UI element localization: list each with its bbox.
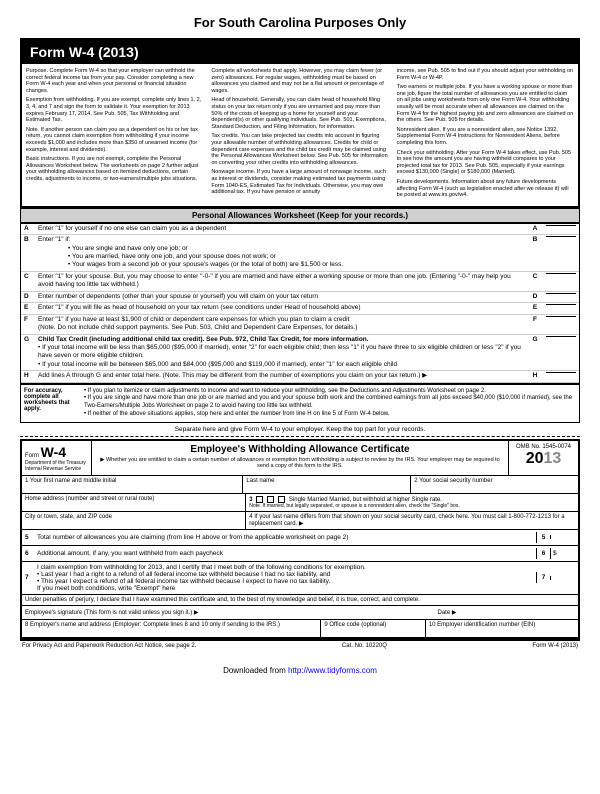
line5-input[interactable] xyxy=(550,535,575,539)
ein-field[interactable]: 10 Employer identification number (EIN) xyxy=(426,620,578,637)
form-header: Form W-4 (2013) Purpose. Complete Form W… xyxy=(20,38,580,208)
date-field[interactable]: Date ▶ xyxy=(438,609,576,616)
signature-field[interactable]: Employee's signature (This form is not v… xyxy=(25,609,438,616)
instructions-col3: income, see Pub. 505 to find out if you … xyxy=(397,68,574,202)
single-checkbox[interactable] xyxy=(256,496,263,503)
accuracy-text: • If you plan to itemize or claim adjust… xyxy=(84,388,576,419)
separator-line: Separate here and give Form W-4 to your … xyxy=(20,423,580,437)
ssn-field[interactable]: 2 Your social security number xyxy=(411,476,578,493)
office-code-field[interactable]: 9 Office code (optional) xyxy=(321,620,425,637)
page-header: For South Carolina Purposes Only xyxy=(20,15,580,30)
download-link[interactable]: http://www.tidyforms.com xyxy=(288,666,377,675)
download-footer: Downloaded from http://www.tidyforms.com xyxy=(20,666,580,675)
worksheet-title: Personal Allowances Worksheet (Keep for … xyxy=(20,208,580,223)
last-name-field[interactable]: Last name xyxy=(243,476,411,493)
form-footer: For Privacy Act and Paperwork Reduction … xyxy=(20,640,580,651)
address-field[interactable]: Home address (number and street or rural… xyxy=(22,494,246,511)
employer-field[interactable]: 8 Employer's name and address (Employer:… xyxy=(22,620,321,637)
instructions-col2: Complete all worksheets that apply. Howe… xyxy=(211,68,388,202)
w4-certificate: Form W-4 Department of the Treasury Inte… xyxy=(20,439,580,640)
accuracy-label: For accuracy, complete all worksheets th… xyxy=(24,388,84,419)
first-name-field[interactable]: 1 Your first name and middle initial xyxy=(22,476,243,493)
city-field[interactable]: City or town, state, and ZIP code xyxy=(22,512,246,529)
line6-input[interactable]: $ xyxy=(550,548,575,559)
form-title: Form W-4 (2013) xyxy=(22,40,578,64)
cert-title: Employee's Withholding Allowance Certifi… xyxy=(95,444,505,455)
married-higher-checkbox[interactable] xyxy=(278,496,285,503)
allowances-worksheet: AEnter "1" for yourself if no one else c… xyxy=(20,223,580,423)
line7-input[interactable] xyxy=(550,576,575,580)
married-checkbox[interactable] xyxy=(267,496,274,503)
penalty-text: Under penalties of perjury, I declare th… xyxy=(22,595,578,606)
instructions-col1: Purpose. Complete Form W-4 so that your … xyxy=(26,68,203,202)
